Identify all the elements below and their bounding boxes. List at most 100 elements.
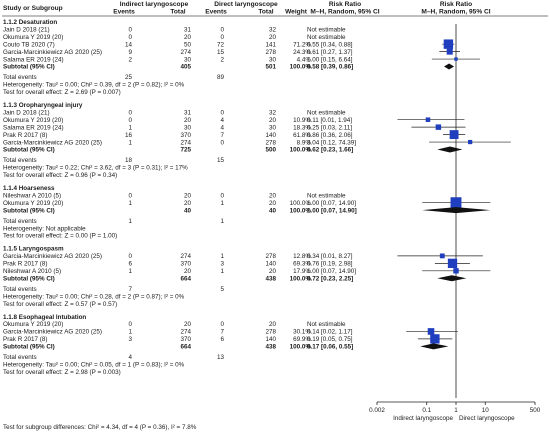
indirect-total: 30 bbox=[184, 56, 192, 63]
study-weight: 8.9% bbox=[297, 139, 312, 146]
indirect-total: 30 bbox=[184, 124, 192, 131]
study-marker bbox=[446, 48, 453, 55]
study-weight: 18.3% bbox=[293, 124, 311, 131]
header-direct-total: Total bbox=[258, 9, 273, 16]
overall-effect-text: Test for overall effect: Z = 0.96 (P = 0… bbox=[3, 172, 117, 179]
indirect-total: 20 bbox=[184, 200, 192, 207]
subtotal-indirect-total: 725 bbox=[180, 147, 191, 154]
direct-total: 140 bbox=[265, 261, 276, 268]
direct-total: 20 bbox=[269, 34, 277, 41]
direct-events: 0 bbox=[220, 109, 224, 116]
header-study-or-subgroup: Study or Subgroup bbox=[3, 5, 63, 12]
indirect-events: 1 bbox=[128, 200, 132, 207]
subgroup-title: 1.1.4 Hoarseness bbox=[3, 185, 55, 192]
heterogeneity-text: Heterogeneity: Tau² = 0.00; Chi² = 0.39,… bbox=[3, 82, 185, 89]
indirect-total: 31 bbox=[184, 26, 192, 33]
study-weight: 10.9% bbox=[293, 117, 311, 124]
subgroup-title: 1.1.5 Laryngospasm bbox=[3, 246, 64, 253]
study-ci: 0.19 [0.05, 0.75] bbox=[307, 336, 353, 343]
study-weight: 4.4% bbox=[297, 56, 312, 63]
direct-total: 20 bbox=[269, 321, 277, 328]
indirect-events: 0 bbox=[128, 253, 132, 260]
indirect-total: 370 bbox=[180, 336, 191, 343]
study-weight: 17.9% bbox=[293, 268, 311, 275]
direct-total: 278 bbox=[265, 253, 276, 260]
direct-total: 32 bbox=[269, 26, 277, 33]
subtotal-diamond bbox=[444, 63, 455, 70]
direct-events: 0 bbox=[220, 26, 224, 33]
direct-events: 7 bbox=[220, 132, 224, 139]
indirect-events: 1 bbox=[128, 329, 132, 336]
indirect-events: 1 bbox=[128, 124, 132, 131]
study-weight: 69.3% bbox=[293, 261, 311, 268]
subtotal-direct-total: 438 bbox=[265, 275, 276, 282]
indirect-events: 16 bbox=[125, 132, 133, 139]
table-header: Study or Subgroup Indirect laryngoscope … bbox=[2, 1, 548, 17]
indirect-events: 9 bbox=[128, 49, 132, 56]
subtotal-diamond bbox=[437, 275, 467, 282]
indirect-total: 274 bbox=[180, 329, 191, 336]
heterogeneity-text: Heterogeneity: Tau² = 0.00; Chi² = 0.05,… bbox=[3, 361, 185, 368]
header-direct-group: Direct laryngoscope bbox=[214, 1, 278, 8]
indirect-total: 20 bbox=[184, 34, 192, 41]
study-name: Prak R 2017 (8) bbox=[3, 132, 47, 139]
study-name: Nileshwar A 2010 (5) bbox=[3, 268, 61, 275]
indirect-events: 2 bbox=[128, 56, 132, 63]
total-events-label: Total events bbox=[3, 218, 37, 225]
study-weight: 71.2% bbox=[293, 41, 311, 48]
subtotal-weight: 100.0% bbox=[290, 207, 312, 214]
direct-total: 20 bbox=[269, 200, 277, 207]
direct-events: 0 bbox=[220, 139, 224, 146]
total-events-label: Total events bbox=[3, 354, 37, 361]
study-marker bbox=[439, 253, 445, 259]
direct-events: 72 bbox=[217, 41, 225, 48]
study-ci: 3.04 [0.12, 74.39] bbox=[307, 139, 356, 146]
study-marker bbox=[453, 268, 459, 274]
heterogeneity-text: Heterogeneity: Tau² = 0.22; Chi² = 3.62,… bbox=[3, 165, 188, 172]
study-name: Garcia-Marcinkiewicz AG 2020 (25) bbox=[3, 329, 102, 336]
indirect-events: 0 bbox=[128, 109, 132, 116]
direct-events: 0 bbox=[220, 34, 224, 41]
indirect-events: 14 bbox=[125, 41, 133, 48]
study-name: Salama ER 2019 (24) bbox=[3, 56, 64, 63]
indirect-events: 0 bbox=[128, 321, 132, 328]
direct-events: 4 bbox=[220, 117, 224, 124]
indirect-total: 50 bbox=[184, 41, 192, 48]
study-ci: 0.86 [0.36, 2.06] bbox=[307, 132, 353, 139]
direct-events: 1 bbox=[220, 253, 224, 260]
study-ci: 0.55 [0.34, 0.88] bbox=[307, 41, 353, 48]
study-name: Okumura Y 2019 (20) bbox=[3, 34, 63, 41]
subgroup-title: 1.1.3 Oropharyngeal injury bbox=[3, 102, 83, 109]
x-tick-label: 1 bbox=[454, 407, 458, 414]
study-marker bbox=[425, 117, 431, 122]
subtotal-label: Subtotal (95% CI) bbox=[3, 64, 55, 71]
indirect-events: 0 bbox=[128, 34, 132, 41]
total-events-direct: 89 bbox=[217, 74, 225, 81]
study-marker bbox=[468, 139, 473, 145]
subtotal-indirect-total: 664 bbox=[180, 344, 191, 351]
subtotal-weight: 100.0% bbox=[290, 344, 312, 351]
overall-effect-text: Test for overall effect: Z = 0.00 (P = 1… bbox=[3, 233, 117, 240]
total-events-indirect: 25 bbox=[125, 74, 133, 81]
study-ci: 0.11 [0.01, 1.94] bbox=[307, 117, 352, 124]
study-name: Okumura Y 2019 (20) bbox=[3, 117, 63, 124]
indirect-events: 1 bbox=[128, 268, 132, 275]
header-indirect-group: Indirect laryngoscope bbox=[120, 1, 189, 8]
header-plot-method: M–H, Random, 95% CI bbox=[421, 9, 490, 16]
total-events-direct: 15 bbox=[217, 157, 225, 164]
direct-total: 140 bbox=[265, 132, 276, 139]
subtotal-diamond bbox=[422, 207, 491, 214]
study-name: Okumura Y 2019 (20) bbox=[3, 200, 63, 207]
indirect-events: 3 bbox=[128, 336, 132, 343]
study-ci: 0.14 [0.02, 1.17] bbox=[307, 329, 353, 336]
direct-events: 2 bbox=[220, 56, 224, 63]
x-label-right: Direct laryngoscope bbox=[459, 415, 515, 422]
direct-events: 7 bbox=[220, 329, 224, 336]
plot-marks bbox=[397, 24, 511, 398]
subtotal-indirect-total: 405 bbox=[180, 64, 191, 71]
direct-total: 141 bbox=[265, 41, 276, 48]
total-events-direct: 5 bbox=[220, 286, 224, 293]
direct-events: 3 bbox=[220, 261, 224, 268]
direct-total: 20 bbox=[269, 268, 277, 275]
